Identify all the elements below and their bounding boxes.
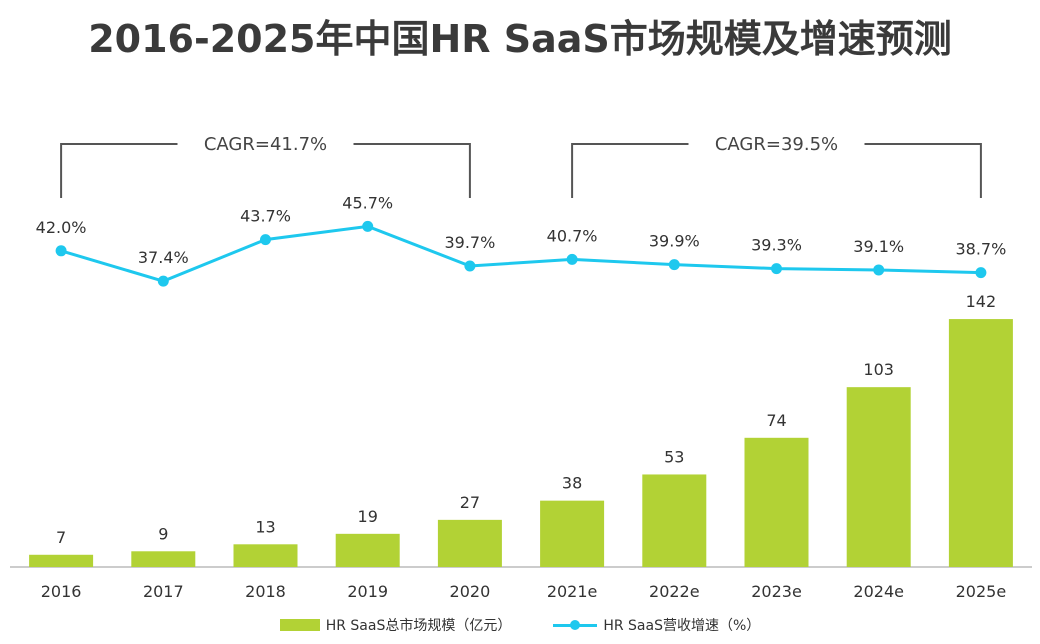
growth-point-2022e bbox=[668, 259, 680, 271]
x-tick-label: 2023e bbox=[751, 582, 802, 601]
bar-2019 bbox=[335, 533, 400, 567]
bar-2018 bbox=[233, 544, 298, 567]
legend-line-swatch bbox=[553, 619, 598, 631]
cagr-bracket-right-1 bbox=[353, 143, 471, 198]
bar-2020 bbox=[437, 519, 502, 567]
growth-rate-label: 45.7% bbox=[342, 193, 393, 212]
growth-point-2021e bbox=[566, 253, 578, 265]
bar-value-label: 19 bbox=[358, 507, 378, 526]
legend-item-line: HR SaaS营收增速（%） bbox=[553, 615, 760, 635]
growth-point-2024e bbox=[873, 264, 885, 276]
bar-2021e bbox=[540, 500, 605, 567]
bar-value-label: 13 bbox=[255, 517, 275, 536]
growth-rate-label: 40.7% bbox=[547, 226, 598, 245]
legend: HR SaaS总市场规模（亿元） HR SaaS营收增速（%） bbox=[0, 615, 1040, 635]
chart-title: 2016-2025年中国HR SaaS市场规模及增速预测 bbox=[88, 17, 952, 61]
growth-line bbox=[60, 224, 981, 283]
chart-area: 7 2016 9 2017 13 2018 19 2019 27 2020 38 2021e 53 202… bbox=[10, 134, 1032, 601]
growth-rate-label: 37.4% bbox=[138, 248, 189, 267]
bar-value-label: 103 bbox=[863, 360, 894, 379]
growth-point-2025e bbox=[975, 267, 987, 279]
cagr-bracket-right-2 bbox=[864, 143, 982, 198]
x-tick-label: 2018 bbox=[245, 582, 286, 601]
legend-bar-swatch bbox=[279, 619, 320, 631]
bar-2016 bbox=[29, 554, 94, 567]
bar-2024e bbox=[846, 387, 911, 567]
legend-item-bar: HR SaaS总市场规模（亿元） bbox=[279, 615, 512, 635]
bar-2022e bbox=[642, 474, 707, 567]
bar-2025e bbox=[948, 319, 1013, 567]
cagr-bracket-left-1 bbox=[60, 143, 178, 198]
bar-value-label: 53 bbox=[664, 447, 684, 466]
x-tick-label: 2017 bbox=[143, 582, 184, 601]
growth-point-2019 bbox=[362, 220, 374, 232]
bar-2023e bbox=[744, 437, 809, 567]
growth-rate-label: 43.7% bbox=[240, 207, 291, 226]
growth-rate-label: 39.7% bbox=[444, 233, 495, 252]
cagr-label: CAGR=39.5% bbox=[715, 134, 838, 155]
legend-bar-label: HR SaaS总市场规模（亿元） bbox=[325, 618, 512, 634]
bar-value-label: 142 bbox=[966, 292, 997, 311]
growth-point-2020 bbox=[464, 260, 476, 272]
growth-point-2023e bbox=[771, 263, 782, 275]
x-tick-label: 2024e bbox=[853, 582, 904, 601]
cagr-bracket-left-2 bbox=[571, 143, 689, 198]
x-tick-label: 2019 bbox=[347, 582, 388, 601]
bar-value-label: 38 bbox=[562, 474, 582, 493]
growth-point-2017 bbox=[157, 275, 169, 287]
growth-point-2016 bbox=[55, 245, 67, 257]
bar-value-label: 74 bbox=[766, 411, 786, 430]
x-tick-label: 2022e bbox=[649, 582, 700, 601]
growth-point-2018 bbox=[260, 234, 271, 246]
x-tick-label: 2020 bbox=[450, 582, 491, 601]
growth-rate-label: 42.0% bbox=[36, 218, 87, 237]
x-tick-label: 2016 bbox=[41, 582, 82, 601]
bar-value-label: 7 bbox=[56, 528, 66, 547]
bar-value-label: 27 bbox=[460, 493, 480, 512]
growth-rate-label: 39.1% bbox=[853, 237, 904, 256]
x-tick-label: 2021e bbox=[547, 582, 598, 601]
growth-rate-label: 39.9% bbox=[649, 232, 700, 251]
cagr-label: CAGR=41.7% bbox=[204, 134, 327, 155]
x-tick-label: 2025e bbox=[956, 582, 1007, 601]
legend-line-label: HR SaaS营收增速（%） bbox=[603, 618, 761, 634]
bar-2017 bbox=[131, 551, 196, 567]
bar-value-label: 9 bbox=[158, 524, 168, 543]
growth-rate-label: 39.3% bbox=[751, 236, 802, 255]
growth-rate-label: 38.7% bbox=[955, 240, 1006, 259]
